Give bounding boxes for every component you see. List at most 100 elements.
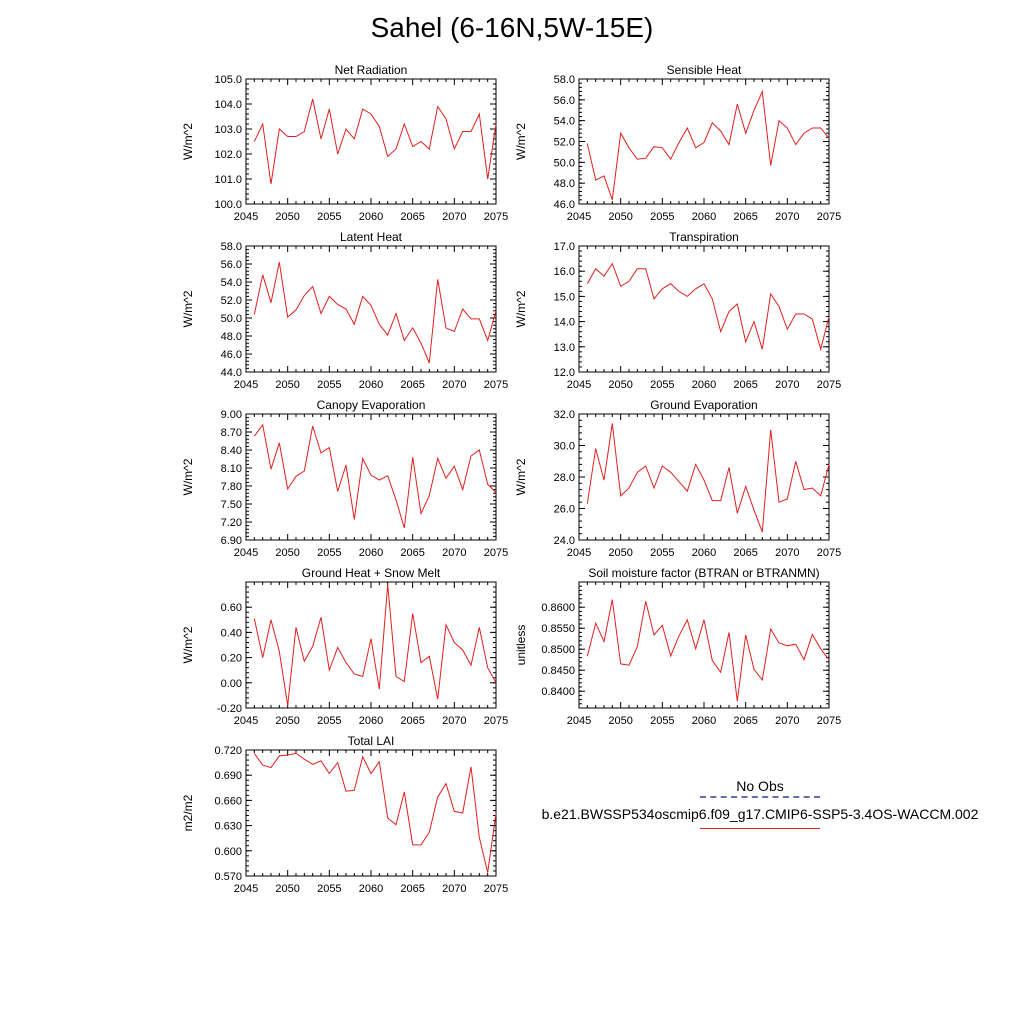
panel-title: Transpiration — [669, 230, 739, 244]
x-tick-label: 2045 — [234, 547, 258, 559]
panel-title: Canopy Evaporation — [317, 398, 426, 412]
y-tick-label: 0.40 — [221, 627, 242, 639]
panel-title: Latent Heat — [340, 230, 403, 244]
y-tick-label: 50.0 — [221, 313, 242, 325]
y-tick-label: 0.690 — [214, 770, 242, 782]
plot-frame — [578, 245, 830, 373]
y-tick-label: 104.0 — [214, 99, 242, 111]
y-tick-label: 6.90 — [221, 535, 242, 547]
x-tick-label: 2055 — [317, 883, 341, 895]
y-tick-label: 15.0 — [554, 291, 575, 303]
y-tick-label: 48.0 — [554, 178, 575, 190]
y-tick-label: 16.0 — [554, 266, 575, 278]
x-tick-label: 2075 — [817, 547, 841, 559]
panel-title: Soil moisture factor (BTRAN or BTRANMN) — [588, 566, 819, 580]
x-tick-label: 2075 — [484, 715, 508, 727]
series-line — [253, 98, 497, 185]
series-line — [586, 599, 830, 702]
x-tick-label: 2060 — [692, 547, 716, 559]
x-tick-label: 2070 — [775, 211, 799, 223]
x-tick-label: 2065 — [733, 547, 757, 559]
series-line — [253, 584, 497, 706]
y-tick-label: -0.20 — [217, 703, 242, 715]
legend-case-line — [700, 828, 820, 829]
x-tick-label: 2065 — [733, 715, 757, 727]
x-tick-label: 2070 — [775, 715, 799, 727]
x-tick-label: 2075 — [484, 547, 508, 559]
x-tick-label: 2045 — [567, 715, 591, 727]
panel-title: Ground Heat + Snow Melt — [302, 566, 441, 580]
x-tick-label: 2075 — [817, 715, 841, 727]
y-axis-label: W/m^2 — [514, 123, 528, 160]
y-tick-label: 54.0 — [221, 277, 242, 289]
chart-panel: Total LAI m2/m2 2045 2050 2055 2060 2065 2070 20… — [181, 734, 508, 895]
x-tick-label: 2065 — [400, 883, 424, 895]
y-tick-label: 58.0 — [221, 241, 242, 253]
y-tick-label: 28.0 — [554, 472, 575, 484]
y-tick-label: 0.630 — [214, 821, 242, 833]
plot-frame — [245, 245, 497, 373]
x-tick-label: 2050 — [608, 379, 632, 391]
x-tick-label: 2045 — [234, 715, 258, 727]
y-axis-label: W/m^2 — [181, 626, 195, 663]
x-tick-label: 2060 — [359, 211, 383, 223]
page-title: Sahel (6-16N,5W-15E) — [370, 12, 654, 43]
x-tick-label: 2050 — [608, 211, 632, 223]
chart-panel: Ground Heat + Snow Melt W/m^2 2045 2050 2055… — [181, 566, 508, 727]
x-tick-label: 2075 — [817, 211, 841, 223]
plot-frame — [245, 78, 497, 205]
legend-obs-line — [700, 796, 820, 798]
y-tick-label: 0.720 — [214, 745, 242, 757]
panel-title: Ground Evaporation — [650, 398, 757, 412]
series-line — [586, 262, 830, 352]
y-tick-label: 46.0 — [221, 349, 242, 361]
y-tick-label: 8.40 — [221, 445, 242, 457]
y-axis-label: W/m^2 — [514, 290, 528, 327]
x-tick-label: 2050 — [275, 715, 299, 727]
y-tick-label: 0.8550 — [541, 623, 575, 635]
x-tick-label: 2065 — [733, 379, 757, 391]
x-tick-label: 2060 — [359, 379, 383, 391]
x-tick-label: 2045 — [567, 379, 591, 391]
series-line — [253, 423, 497, 529]
y-tick-label: 46.0 — [554, 199, 575, 211]
y-tick-label: 8.70 — [221, 427, 242, 439]
x-tick-label: 2075 — [484, 379, 508, 391]
x-tick-label: 2060 — [692, 211, 716, 223]
x-tick-label: 2070 — [442, 715, 466, 727]
x-tick-label: 2055 — [650, 547, 674, 559]
plot-frame — [578, 413, 830, 541]
y-axis-label: W/m^2 — [181, 458, 195, 495]
y-tick-label: 7.80 — [221, 481, 242, 493]
y-tick-label: 52.0 — [554, 137, 575, 149]
y-tick-label: 56.0 — [554, 95, 575, 107]
chart-panel: Canopy Evaporation W/m^2 2045 2050 2055 2060 2… — [181, 398, 508, 559]
legend-obs-label: No Obs — [736, 778, 784, 794]
panel-title: Total LAI — [348, 734, 395, 748]
x-tick-label: 2050 — [275, 883, 299, 895]
chart-panel: Transpiration W/m^2 2045 2050 2055 2060 2065 20… — [514, 230, 841, 391]
x-tick-label: 2055 — [317, 547, 341, 559]
y-tick-label: 12.0 — [554, 367, 575, 379]
y-tick-label: 0.20 — [221, 653, 242, 665]
x-tick-label: 2055 — [650, 379, 674, 391]
plot-frame — [245, 749, 497, 877]
series-line — [586, 423, 830, 533]
chart-panel: Latent Heat W/m^2 2045 2050 2055 2060 2065 2070… — [181, 230, 508, 391]
x-tick-label: 2060 — [692, 379, 716, 391]
y-axis-label: W/m^2 — [181, 290, 195, 327]
x-tick-label: 2045 — [567, 547, 591, 559]
x-tick-label: 2060 — [359, 883, 383, 895]
x-tick-label: 2045 — [234, 379, 258, 391]
y-tick-label: 24.0 — [554, 535, 575, 547]
x-tick-label: 2055 — [317, 211, 341, 223]
x-tick-label: 2070 — [442, 379, 466, 391]
x-tick-label: 2070 — [775, 379, 799, 391]
x-tick-label: 2045 — [567, 211, 591, 223]
y-tick-label: 50.0 — [554, 157, 575, 169]
y-tick-label: 0.8400 — [541, 686, 575, 698]
x-tick-label: 2050 — [275, 379, 299, 391]
y-tick-label: 48.0 — [221, 331, 242, 343]
y-tick-label: 13.0 — [554, 342, 575, 354]
y-axis-label: W/m^2 — [514, 458, 528, 495]
